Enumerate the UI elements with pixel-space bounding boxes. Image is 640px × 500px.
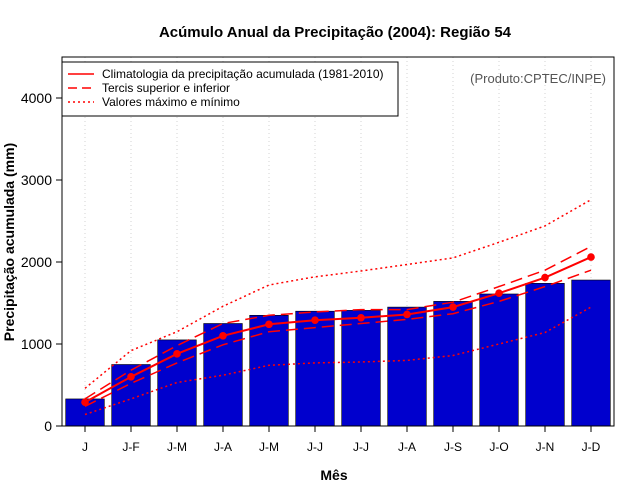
- x-tick-label: J-J: [353, 440, 369, 454]
- y-tick-label: 2000: [21, 254, 52, 270]
- climatology-point: [357, 313, 365, 322]
- bar-9: [433, 301, 473, 427]
- x-tick-label: J-O: [489, 440, 508, 454]
- x-tick-label: J-N: [536, 440, 555, 454]
- x-tick-label: J-M: [259, 440, 279, 454]
- tercil-line-2: [84, 269, 592, 407]
- bar-6: [295, 310, 335, 427]
- chart-title: Acúmulo Anual da Precipitação (2004): Re…: [159, 24, 512, 41]
- product-credit: (Produto:CPTEC/INPE): [470, 71, 606, 86]
- extreme-line-3: [84, 199, 592, 389]
- x-tick-label: J-M: [167, 440, 187, 454]
- series-lines: [81, 199, 595, 416]
- climatology-point: [311, 316, 319, 325]
- x-tick-label: J-F: [122, 440, 139, 454]
- y-tick-label: 1000: [21, 336, 52, 352]
- legend-label-climatology: Climatologia da precipitação acumulada (…: [102, 67, 384, 81]
- y-tick-label: 4000: [21, 90, 52, 106]
- legend: Climatologia da precipitação acumulada (…: [61, 61, 399, 117]
- climatology-point: [265, 320, 273, 329]
- bar-10: [479, 293, 519, 427]
- y-tick-label: 3000: [21, 172, 52, 188]
- climatology-point: [587, 253, 595, 261]
- climatology-point: [127, 373, 135, 381]
- bar-11: [525, 283, 565, 427]
- climatology-point: [219, 332, 227, 340]
- x-axis-label: Mês: [320, 467, 347, 483]
- grid-lines: [84, 57, 592, 426]
- bar-7: [341, 310, 381, 427]
- bar-5: [249, 314, 289, 427]
- x-tick-label: J-A: [214, 440, 232, 454]
- bar-12: [571, 279, 611, 427]
- plot-frame: [61, 56, 615, 427]
- x-tick-label: J: [82, 440, 88, 454]
- climatology-line: [84, 256, 592, 404]
- legend-label-tercis: Tercis superior e inferior: [102, 81, 230, 95]
- legend-label-minmax: Valores máximo e mínimo: [102, 95, 240, 109]
- x-tick-label: J-A: [398, 440, 416, 454]
- x-axis-ticks: J J-F J-M J-A J-M J-J J-J J-A J-S J-O J-N J-D: [82, 426, 601, 454]
- x-tick-label: J-S: [444, 440, 462, 454]
- y-axis-ticks: 0 1000 2000 3000 4000: [21, 90, 62, 434]
- climatology-point: [403, 310, 411, 319]
- climatology-point: [495, 289, 503, 297]
- y-tick-label: 0: [44, 418, 52, 434]
- x-tick-label: J-D: [582, 440, 601, 454]
- climatology-point: [449, 303, 457, 311]
- climatology-point: [541, 273, 549, 282]
- extreme-line-4: [84, 306, 592, 416]
- legend-box: [61, 61, 399, 117]
- tercil-line-1: [84, 245, 592, 400]
- y-axis-label: Precipitação acumulada (mm): [1, 143, 17, 341]
- bar-8: [387, 306, 427, 427]
- climatology-point: [81, 398, 89, 407]
- climatology-point: [173, 350, 181, 358]
- x-tick-label: J-J: [307, 440, 323, 454]
